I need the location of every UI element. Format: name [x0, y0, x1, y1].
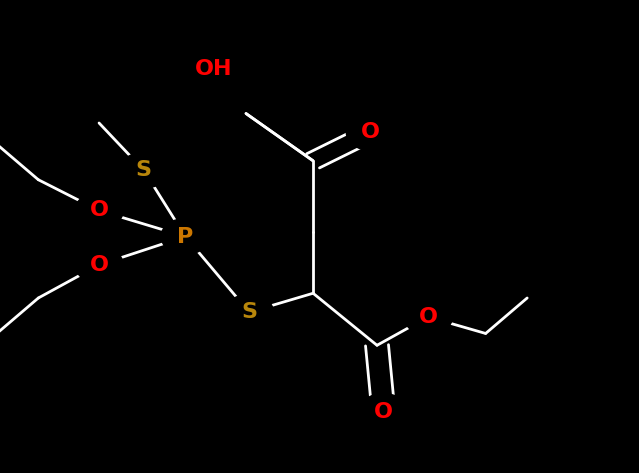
Circle shape [75, 247, 123, 283]
Circle shape [161, 219, 210, 254]
Text: S: S [241, 302, 258, 322]
Text: O: O [361, 123, 380, 142]
Text: P: P [177, 227, 194, 246]
Circle shape [75, 193, 123, 228]
Text: S: S [135, 160, 152, 180]
Text: O: O [374, 402, 393, 421]
Text: O: O [89, 255, 109, 275]
Text: O: O [89, 201, 109, 220]
Text: OH: OH [196, 59, 233, 79]
Circle shape [404, 299, 452, 335]
Circle shape [119, 152, 168, 188]
Circle shape [185, 47, 243, 90]
Text: O: O [419, 307, 438, 327]
Circle shape [359, 394, 408, 429]
Circle shape [225, 294, 273, 330]
Circle shape [346, 114, 395, 150]
